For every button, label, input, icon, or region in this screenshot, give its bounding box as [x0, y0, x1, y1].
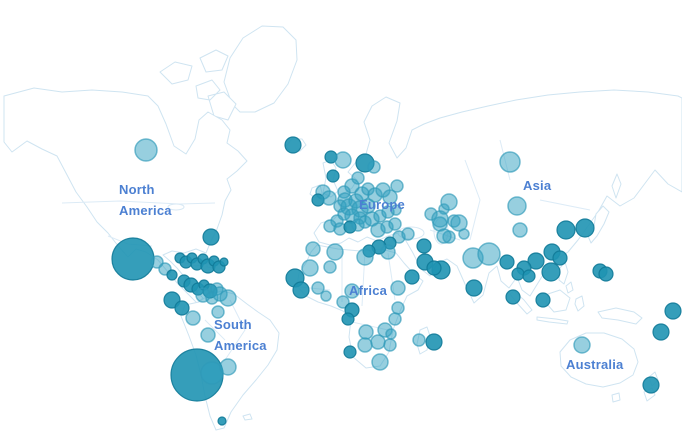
data-bubble[interactable] — [388, 217, 402, 231]
data-bubble[interactable] — [217, 416, 227, 426]
data-bubble[interactable] — [383, 338, 397, 352]
data-bubble[interactable] — [356, 248, 374, 266]
data-bubble[interactable] — [450, 214, 468, 232]
data-bubble[interactable] — [219, 289, 237, 307]
data-bubble[interactable] — [367, 160, 381, 174]
data-bubble[interactable] — [390, 280, 406, 296]
data-bubble[interactable] — [507, 196, 527, 216]
data-bubble[interactable] — [344, 283, 360, 299]
data-bubble[interactable] — [321, 190, 337, 206]
data-bubble[interactable] — [598, 266, 614, 282]
landmass-australia — [559, 332, 639, 388]
data-bubble[interactable] — [358, 324, 374, 340]
data-bubble[interactable] — [431, 210, 449, 228]
data-bubble[interactable] — [465, 279, 483, 297]
data-bubble[interactable] — [292, 281, 310, 299]
data-bubble[interactable] — [371, 353, 389, 371]
data-bubble[interactable] — [174, 300, 190, 316]
data-bubble[interactable] — [652, 323, 670, 341]
data-bubble[interactable] — [323, 260, 337, 274]
data-bubble[interactable] — [477, 242, 501, 266]
data-bubble[interactable] — [357, 337, 373, 353]
data-bubble[interactable] — [185, 310, 201, 326]
great-lakes — [167, 203, 185, 211]
data-bubble[interactable] — [436, 228, 452, 244]
data-bubble[interactable] — [426, 260, 442, 276]
data-bubble[interactable] — [416, 238, 432, 254]
data-bubble[interactable] — [326, 243, 344, 261]
data-bubble[interactable] — [336, 295, 350, 309]
data-bubble[interactable] — [380, 244, 396, 260]
data-bubble[interactable] — [134, 138, 158, 162]
data-bubble[interactable] — [219, 358, 237, 376]
data-bubble[interactable] — [552, 250, 568, 266]
data-bubble[interactable] — [326, 169, 340, 183]
data-bubble[interactable] — [541, 262, 561, 282]
bubble-layer — [111, 136, 682, 426]
data-bubble[interactable] — [522, 269, 536, 283]
data-bubble[interactable] — [284, 136, 302, 154]
data-bubble[interactable] — [512, 222, 528, 238]
data-bubble[interactable] — [412, 333, 426, 347]
data-bubble[interactable] — [390, 179, 404, 193]
data-bubble[interactable] — [575, 218, 595, 238]
data-bubble[interactable] — [556, 220, 576, 240]
data-bubble[interactable] — [211, 305, 225, 319]
data-bubble[interactable] — [351, 171, 365, 185]
data-bubble[interactable] — [511, 267, 525, 281]
landmass-tasmania — [611, 392, 621, 403]
data-bubble[interactable] — [219, 257, 229, 267]
data-bubble[interactable] — [440, 193, 458, 211]
data-bubble[interactable] — [425, 333, 443, 351]
data-bubble[interactable] — [527, 252, 545, 270]
data-bubble[interactable] — [200, 327, 216, 343]
data-bubble[interactable] — [334, 151, 352, 169]
data-bubble[interactable] — [341, 312, 355, 326]
data-bubble[interactable] — [535, 292, 551, 308]
data-bubble[interactable] — [305, 241, 321, 257]
data-bubble[interactable] — [391, 301, 405, 315]
data-bubble[interactable] — [401, 227, 415, 241]
data-bubble[interactable] — [382, 189, 398, 205]
landmass-arctic-islands — [159, 49, 237, 121]
data-bubble[interactable] — [499, 151, 521, 173]
data-bubble[interactable] — [664, 302, 682, 320]
landmass-greenland — [223, 25, 298, 113]
data-bubble[interactable] — [385, 328, 397, 340]
data-bubble[interactable] — [320, 290, 332, 302]
data-bubble[interactable] — [360, 198, 376, 214]
data-bubble[interactable] — [499, 254, 515, 270]
data-bubble[interactable] — [343, 345, 357, 359]
data-bubble[interactable] — [166, 269, 178, 281]
data-bubble[interactable] — [642, 376, 660, 394]
data-bubble[interactable] — [388, 312, 402, 326]
landmass-sakhalin — [611, 173, 622, 199]
data-bubble[interactable] — [390, 204, 402, 216]
landmass-north-america — [3, 87, 248, 304]
landmass-indonesia — [509, 261, 643, 325]
data-bubble[interactable] — [111, 237, 155, 281]
landmass-falklands — [242, 413, 253, 421]
data-bubble[interactable] — [301, 259, 319, 277]
data-bubble[interactable] — [404, 269, 420, 285]
data-bubble[interactable] — [202, 228, 220, 246]
data-bubble[interactable] — [505, 289, 521, 305]
data-bubble[interactable] — [573, 336, 591, 354]
data-bubble[interactable] — [370, 334, 386, 350]
data-bubble[interactable] — [311, 281, 325, 295]
